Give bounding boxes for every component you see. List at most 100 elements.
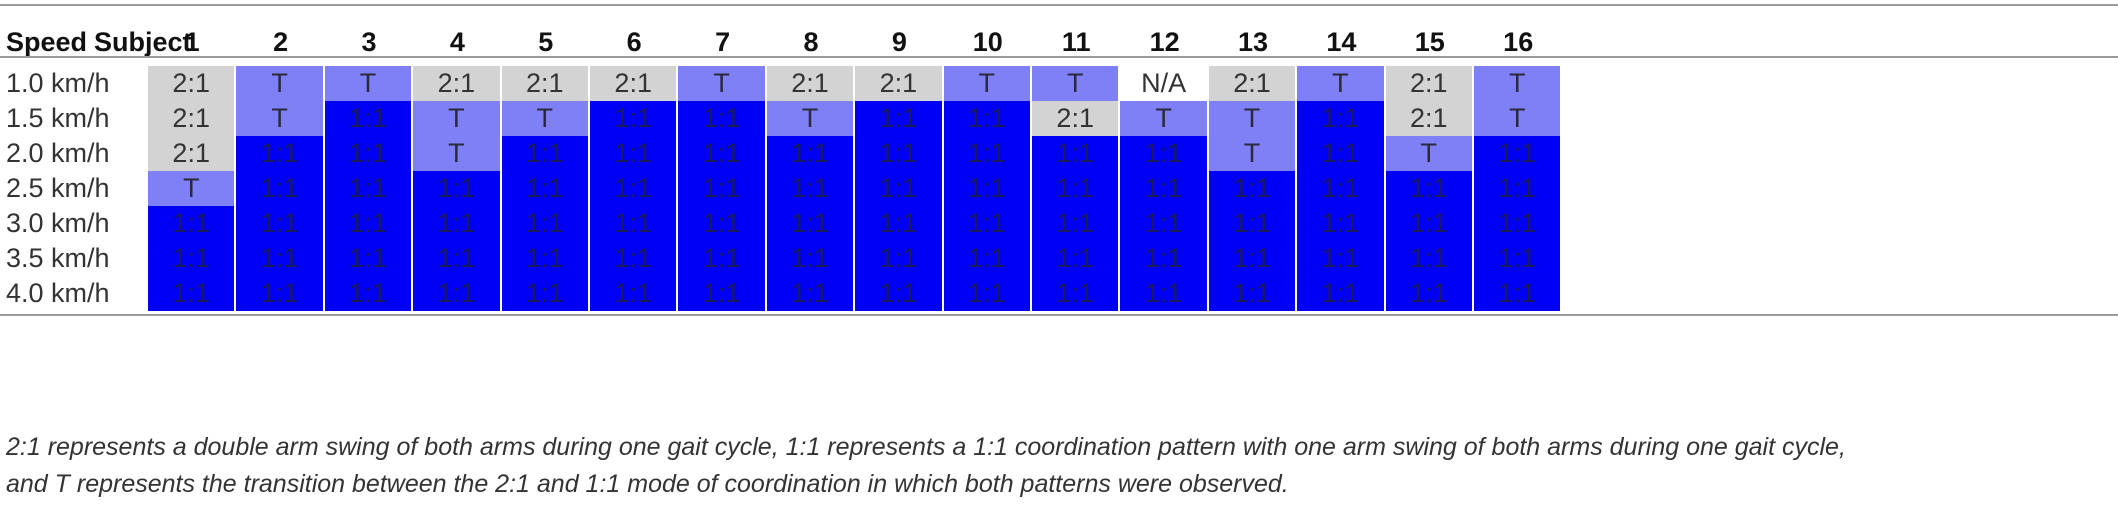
table-cell: 1:1: [1385, 241, 1472, 276]
table-cell: T: [1297, 66, 1384, 101]
table-cell: 1:1: [590, 206, 677, 241]
table-cell: 1:1: [1297, 136, 1384, 171]
table-cell: 1:1: [1032, 136, 1119, 171]
speed-label: 3.5 km/h: [6, 243, 110, 273]
table-cell: 1:1: [1297, 171, 1384, 206]
table-cell: 1:1: [766, 276, 854, 311]
subject-header: 13: [1237, 27, 1269, 57]
table-cell: 1:1: [590, 276, 677, 311]
table-cell: 1:1: [1297, 206, 1384, 241]
table-cell: N/A: [1120, 66, 1207, 101]
table-cell: 1:1: [678, 171, 765, 206]
table-cell: 1:1: [413, 276, 500, 311]
table-cell: 2:1: [413, 66, 500, 101]
table-cell: T: [413, 136, 500, 171]
table-cell: 1:1: [1474, 136, 1561, 171]
table-cell: 1:1: [236, 136, 323, 171]
table-cell: 1:1: [148, 241, 235, 276]
table-cell: 1:1: [855, 136, 942, 171]
table-cell: 1:1: [501, 171, 588, 206]
table-cell: 2:1: [501, 66, 588, 101]
table-caption: 2:1 represents a double arm swing of bot…: [6, 429, 2112, 503]
table-cell: 1:1: [1032, 206, 1119, 241]
subject-header: 9: [891, 27, 907, 57]
table-cell: 1:1: [1474, 276, 1561, 311]
table-cell: 1:1: [1297, 101, 1384, 136]
table-cell: 1:1: [590, 101, 677, 136]
table-cell: T: [1032, 66, 1119, 101]
speed-label: 3.0 km/h: [6, 208, 110, 238]
table-cell: 1:1: [943, 276, 1030, 311]
table-cell: 2:1: [1385, 66, 1472, 101]
table-cell: 1:1: [1297, 276, 1384, 311]
table-cell: 1:1: [236, 206, 323, 241]
subject-header: 10: [972, 27, 1003, 57]
table-cell: 1:1: [413, 241, 500, 276]
table-cell: 1:1: [590, 241, 677, 276]
table-cell: T: [943, 66, 1030, 101]
table-cell: 1:1: [148, 276, 235, 311]
speed-label: 2.5 km/h: [6, 173, 110, 203]
table-cell: 1:1: [148, 206, 235, 241]
table-cell: 2:1: [1385, 101, 1472, 136]
table-cell: 2:1: [148, 101, 235, 136]
table-cell: 1:1: [678, 241, 765, 276]
table-cell: T: [1120, 101, 1207, 136]
table-cell: 1:1: [1120, 276, 1207, 311]
table-cell: 1:1: [236, 171, 323, 206]
table-cell: 1:1: [1208, 206, 1296, 241]
header-subject: Subject: [94, 27, 192, 57]
table-cell: 1:1: [501, 206, 588, 241]
subject-header: 3: [361, 27, 377, 57]
table-cell: 1:1: [766, 241, 854, 276]
speed-label: 1.5 km/h: [6, 103, 110, 133]
table-cell: T: [1474, 101, 1561, 136]
table-cell: 1:1: [1032, 241, 1119, 276]
subject-header: 1: [184, 27, 200, 57]
table-cell: 2:1: [148, 66, 235, 101]
table-cell: 1:1: [678, 206, 765, 241]
speed-label: 1.0 km/h: [6, 68, 110, 98]
table-cell: 1:1: [678, 276, 765, 311]
table-cell: T: [1474, 66, 1561, 101]
table-cell: 2:1: [766, 66, 854, 101]
table-cell: 1:1: [501, 136, 588, 171]
caption-line-2: and T represents the transition between …: [6, 470, 1289, 498]
table-cell: 1:1: [1385, 206, 1472, 241]
table-cell: T: [236, 101, 323, 136]
table-cell: 2:1: [855, 66, 942, 101]
table-cell: 1:1: [590, 171, 677, 206]
table-cell: 1:1: [1032, 171, 1119, 206]
table-cell: 1:1: [943, 171, 1030, 206]
speed-label: 2.0 km/h: [6, 138, 110, 168]
subject-header: 5: [538, 27, 554, 57]
table-cell: T: [236, 66, 323, 101]
table-cell: 1:1: [1208, 171, 1296, 206]
caption-line-1: 2:1 represents a double arm swing of bot…: [6, 433, 1846, 461]
table-cell: T: [501, 101, 588, 136]
table-cell: T: [1208, 136, 1296, 171]
table-cell: 1:1: [413, 171, 500, 206]
table-cell: 1:1: [943, 206, 1030, 241]
table-cell: 1:1: [1032, 276, 1119, 311]
table-cell: 1:1: [855, 206, 942, 241]
table-cell: T: [324, 66, 412, 101]
table-cell: 1:1: [324, 171, 412, 206]
table-cell: 1:1: [766, 171, 854, 206]
table-cell: 1:1: [678, 136, 765, 171]
table-cell: 1:1: [1208, 276, 1296, 311]
table-cell: 1:1: [943, 101, 1030, 136]
subject-header: 11: [1061, 27, 1091, 57]
subject-header: 6: [626, 27, 642, 57]
table-cell: 1:1: [501, 276, 588, 311]
table-cell: 1:1: [1120, 171, 1207, 206]
table-cell: 1:1: [1474, 241, 1561, 276]
subject-header: 7: [715, 27, 731, 57]
table-cell: 1:1: [1474, 171, 1561, 206]
table-cell: 1:1: [324, 276, 412, 311]
subject-header: 14: [1326, 27, 1357, 57]
subject-header: 4: [449, 27, 465, 57]
header-speed: Speed: [6, 27, 88, 57]
table-cell: 2:1: [1032, 101, 1119, 136]
table-cell: 1:1: [590, 136, 677, 171]
